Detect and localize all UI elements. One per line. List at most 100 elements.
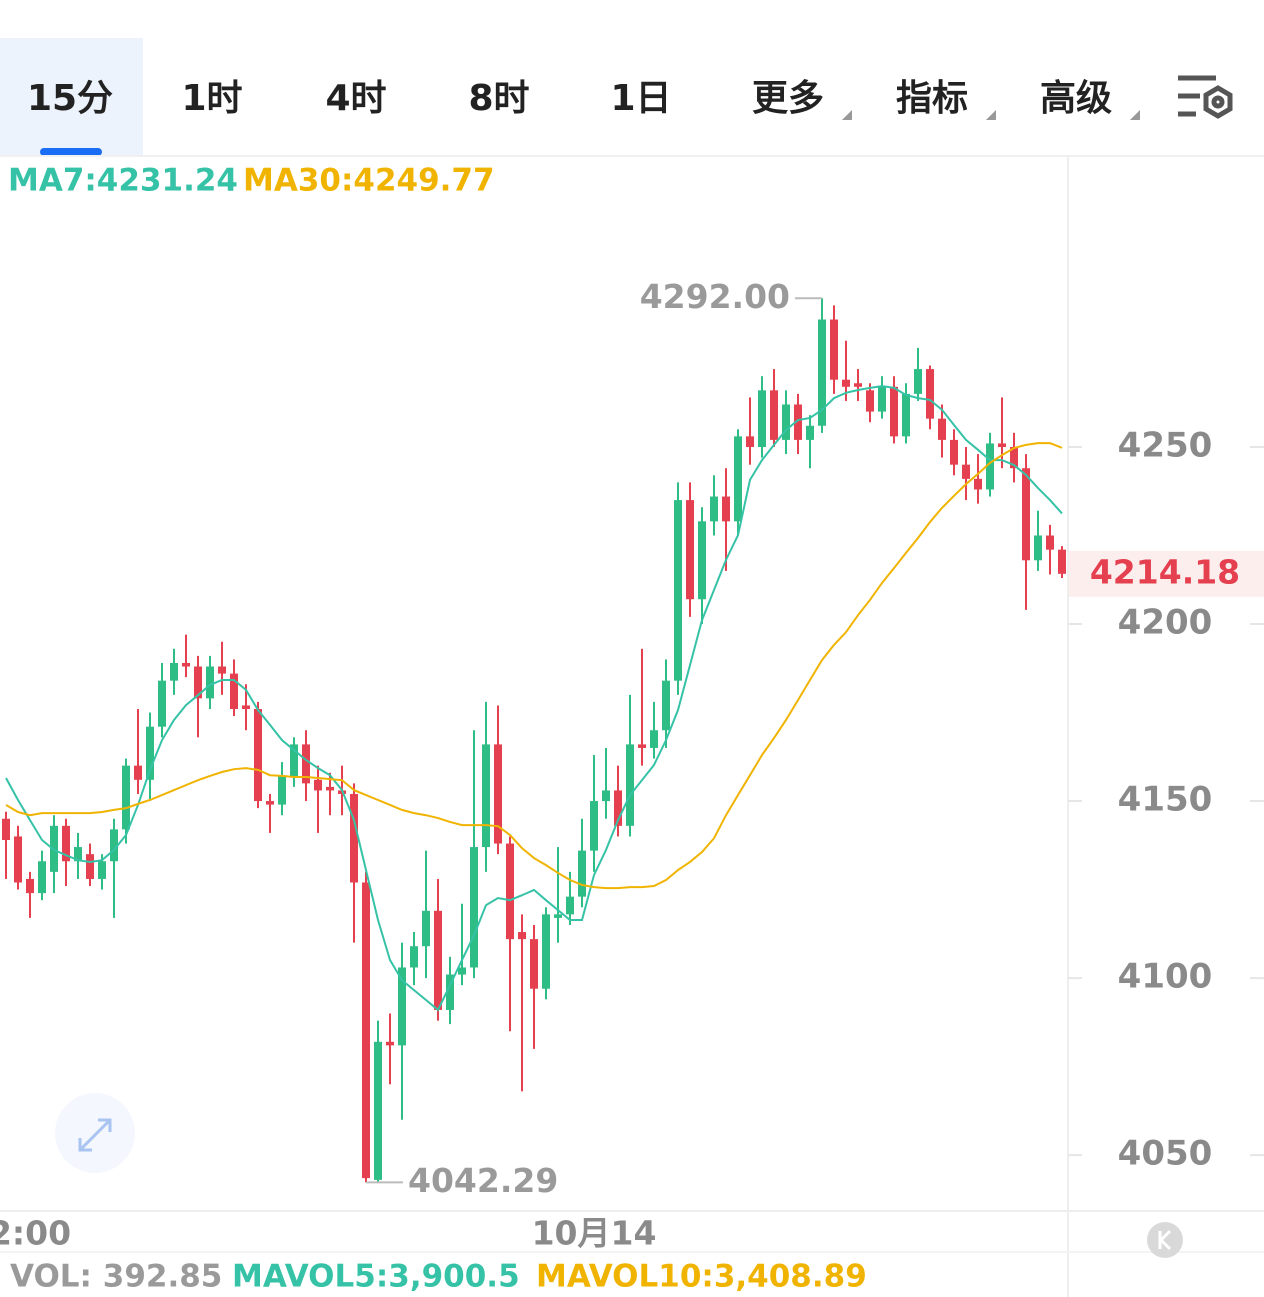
candle-body [794, 404, 802, 440]
candle-body [278, 776, 286, 805]
candle-body [326, 786, 334, 791]
candle-body [182, 662, 190, 667]
candle-body [14, 836, 22, 883]
tab-bar: 15分 1时 4时 8时 1日 更多 指标 高级 [27, 78, 1140, 120]
candle-body [1046, 535, 1054, 550]
candle-body [2, 818, 10, 840]
tab[interactable]: 更多 [752, 78, 824, 119]
selected-tab-indicator [40, 148, 102, 156]
candle-body [230, 673, 238, 709]
candle-body [122, 765, 130, 830]
candle-body [398, 967, 406, 1046]
candle-body [578, 850, 586, 897]
tab[interactable]: 15分 [27, 78, 113, 119]
volume-legend: VOL: 392.85 [10, 1259, 222, 1295]
grid: 4050 4100 4150 4200 4250 [1068, 425, 1264, 1174]
candle-body [566, 896, 574, 915]
candle-body [782, 404, 790, 440]
candle-body [986, 443, 994, 490]
candle-body [686, 500, 694, 600]
candle-body [74, 847, 82, 862]
x-tick-label: 2:00 [0, 1214, 71, 1253]
y-tick-label: 4100 [1118, 957, 1213, 997]
candle-body [638, 744, 646, 748]
last-price-bg [1069, 550, 1264, 597]
candle-body [878, 386, 886, 412]
tab[interactable]: 4时 [325, 78, 386, 119]
candle-body [506, 843, 514, 940]
candle-body [554, 914, 562, 918]
candle-body [926, 369, 934, 419]
min-label: 4042.29 [408, 1161, 558, 1200]
candle-body [938, 418, 946, 440]
max-label: 4292.00 [640, 277, 790, 316]
y-tick-label: 4050 [1118, 1134, 1213, 1174]
candle-body [734, 436, 742, 522]
candle-body [746, 436, 754, 447]
dropdown-caret [842, 110, 852, 120]
candle-body [590, 801, 598, 851]
tab[interactable]: 1日 [610, 78, 671, 119]
candle-body [722, 496, 730, 522]
tab[interactable]: 指标 [896, 78, 968, 119]
candle-body [422, 910, 430, 947]
volume-legend: MAVOL5:3,900.5 [232, 1259, 520, 1295]
candles [2, 298, 1066, 1183]
tab[interactable]: 8时 [468, 78, 529, 119]
candle-body [470, 847, 478, 968]
candle-body [194, 666, 202, 699]
candle-body [350, 793, 358, 883]
candle-body [86, 854, 94, 879]
candle-body [518, 932, 526, 940]
candle-body [1058, 549, 1066, 574]
dropdown-caret [1130, 110, 1140, 120]
candle-body [866, 390, 874, 412]
candle-body [758, 390, 766, 447]
tab[interactable]: 高级 [1040, 78, 1112, 119]
candle-body [542, 914, 550, 989]
ma-line [5, 385, 1063, 1012]
settings-icon[interactable] [1178, 75, 1233, 119]
candle-body [146, 726, 154, 780]
candle-body [890, 386, 898, 437]
candle-body [314, 779, 322, 791]
candle-body [206, 666, 214, 699]
candle-body [1010, 446, 1018, 469]
ma-lines [5, 385, 1063, 1012]
candle-body [62, 825, 70, 862]
candle-body [614, 790, 622, 826]
candle-body [254, 708, 262, 802]
candle-body [974, 478, 982, 490]
candle-body [962, 464, 970, 479]
y-tick-label: 4150 [1118, 780, 1213, 820]
candle-body [650, 730, 658, 748]
y-tick-label: 4250 [1118, 425, 1213, 465]
candle-body [98, 861, 106, 879]
candle-body [134, 765, 142, 780]
volume-legend: MAVOL10:3,408.89 [536, 1259, 867, 1295]
tab[interactable]: 1时 [181, 78, 242, 119]
candle-body [482, 744, 490, 848]
candle-body [950, 439, 958, 465]
last-price-label: 4214.18 [1090, 552, 1240, 591]
candle-body [530, 939, 538, 989]
dropdown-caret [986, 110, 996, 120]
candle-body [266, 801, 274, 805]
candle-body [602, 790, 610, 802]
candle-body [710, 496, 718, 522]
candle-body [770, 390, 778, 440]
k-button[interactable] [1147, 1222, 1183, 1258]
candle-body [242, 705, 250, 709]
candle-body [818, 319, 826, 426]
candle-body [698, 521, 706, 600]
legend-ma30: MA30:4249.77 [243, 163, 495, 199]
ma-line [5, 442, 1063, 890]
candle-body [290, 744, 298, 777]
candle-body [302, 744, 310, 784]
expand-button[interactable] [55, 1093, 135, 1173]
candle-body [842, 379, 850, 387]
overlay: 4292.00 4042.29 4214.18 [366, 277, 1264, 1200]
candle-body [458, 967, 466, 975]
candle-body [902, 393, 910, 437]
